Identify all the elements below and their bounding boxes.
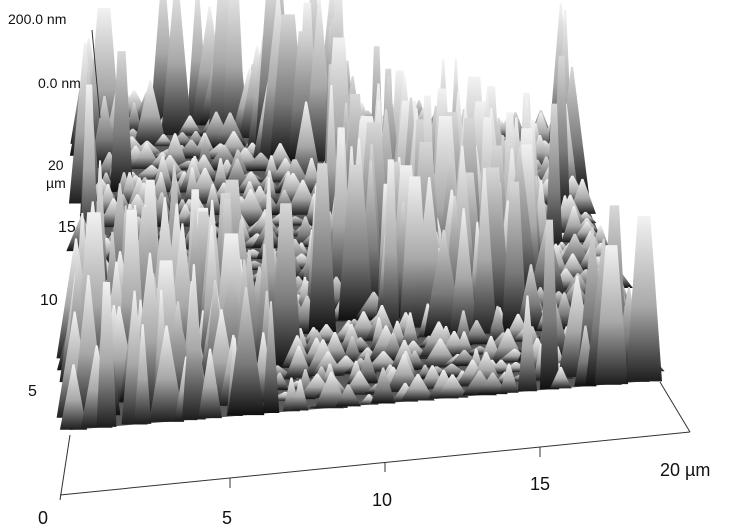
- y-tick-label: 15: [58, 219, 76, 236]
- surface-spike: [516, 264, 546, 331]
- surface-spike: [335, 384, 361, 407]
- surface-spike: [517, 295, 538, 392]
- surface-spike: [246, 212, 283, 237]
- surface-spike: [436, 374, 469, 398]
- x-tick-label: 5: [222, 508, 232, 528]
- x-axis-line: [59, 431, 691, 496]
- surface-spike: [59, 364, 88, 430]
- surface-spike: [594, 245, 629, 385]
- surface-spike: [80, 84, 98, 240]
- y-end-unit: µm: [46, 175, 66, 191]
- surface-spike: [96, 282, 117, 427]
- surface-spike: [203, 183, 223, 215]
- z-top-label: 200.0 nm: [8, 11, 66, 27]
- surface-spike: [382, 159, 400, 329]
- x-end-label: 20 µm: [660, 460, 710, 480]
- x-tick-label: 0: [38, 508, 48, 528]
- surface-spike: [314, 371, 348, 408]
- x-tick-label: 15: [530, 474, 550, 494]
- surface-spike: [110, 51, 134, 192]
- surface-spike: [177, 115, 203, 136]
- surface-spike: [401, 373, 435, 401]
- surface-spike: [499, 363, 519, 393]
- surface-spike: [290, 101, 322, 183]
- y-end-value: 20: [48, 157, 64, 173]
- surface-spike: [449, 208, 478, 336]
- surface-spike: [571, 221, 603, 242]
- surface-spike: [539, 219, 560, 390]
- surface-spike: [308, 163, 337, 333]
- surface-spike: [370, 367, 396, 404]
- surface-spike: [549, 366, 572, 389]
- surface-spike: [387, 354, 421, 392]
- surface-spike: [198, 348, 222, 419]
- surface-spike: [400, 312, 420, 349]
- surface-spike: [545, 103, 563, 252]
- surface-spike: [134, 324, 152, 424]
- surface-spike: [125, 102, 143, 134]
- y-axis-line: [59, 434, 71, 501]
- right-edge-line: [659, 381, 691, 433]
- surface-spike: [90, 95, 119, 169]
- z-axis-line: [91, 29, 101, 119]
- surface-spike: [462, 320, 491, 345]
- surface-spike: [366, 304, 398, 340]
- surface-spike: [182, 264, 206, 420]
- surface-spike: [262, 301, 280, 413]
- surface-spike: [338, 164, 374, 321]
- surface-spike: [153, 134, 174, 147]
- y-tick-label: 10: [40, 292, 58, 309]
- surface-spike: [291, 379, 309, 411]
- surface-spike: [501, 181, 528, 332]
- y-tick-label: 5: [28, 383, 37, 400]
- surface-spike: [227, 286, 265, 416]
- surface-spike: [472, 167, 497, 334]
- surface-spike: [626, 215, 663, 382]
- surface-spike: [133, 79, 167, 146]
- surface-spike: [148, 325, 185, 422]
- surface: [56, 0, 665, 430]
- x-tick-label: 10: [372, 490, 392, 510]
- surface-spike: [161, 0, 192, 136]
- surface-spike: [454, 331, 475, 356]
- z-bottom-label: 0.0 nm: [38, 75, 81, 91]
- surface-spike: [477, 372, 508, 395]
- surface-spike: [269, 203, 302, 368]
